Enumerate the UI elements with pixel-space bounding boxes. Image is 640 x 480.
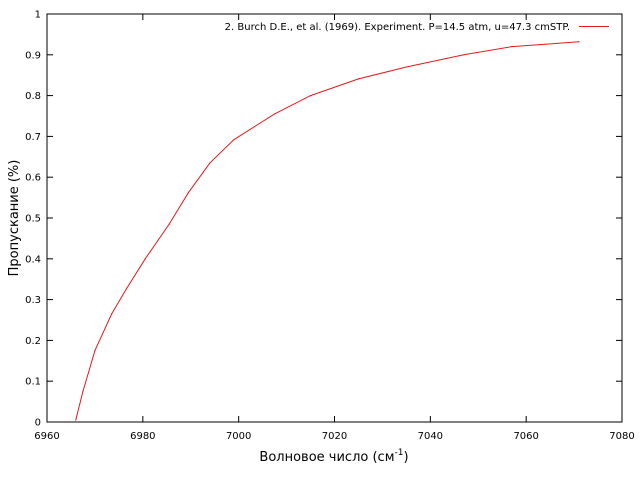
y-tick-label: 1 <box>35 10 41 21</box>
y-axis-title: Пропускание (%) <box>7 160 22 277</box>
x-tick-label: 7040 <box>418 431 443 442</box>
y-tick-label: 0.8 <box>25 91 41 102</box>
data-point <box>544 43 546 45</box>
x-tick-label: 7000 <box>226 431 251 442</box>
data-point <box>82 390 84 392</box>
data-point <box>168 223 170 225</box>
data-point <box>405 66 407 68</box>
data-point <box>111 313 113 315</box>
data-point <box>187 192 189 194</box>
x-axis-title: Волновое число (см-1) <box>259 448 408 465</box>
x-tick-label: 7080 <box>609 431 634 442</box>
data-point <box>209 162 211 164</box>
series-line <box>75 41 579 421</box>
x-tick-label: 7060 <box>513 431 538 442</box>
data-point <box>75 419 77 421</box>
data-point <box>309 95 312 97</box>
x-tick-label: 6960 <box>34 431 59 442</box>
x-tick-label: 6980 <box>130 431 155 442</box>
data-point <box>125 288 127 290</box>
y-tick-label: 0.6 <box>25 173 41 184</box>
data-point <box>274 113 276 115</box>
legend-label: 2. Burch D.E., et al. (1969). Experiment… <box>225 22 570 33</box>
y-tick-label: 0.1 <box>25 377 41 388</box>
axis-ticks <box>46 13 623 423</box>
data-point <box>144 258 146 260</box>
y-tick-label: 0.4 <box>25 254 41 265</box>
plot-frame <box>46 13 623 423</box>
y-tick-label: 0.7 <box>25 132 41 143</box>
series-lines <box>75 41 580 421</box>
data-point <box>578 41 580 43</box>
legend: 2. Burch D.E., et al. (1969). Experiment… <box>225 22 609 33</box>
data-point <box>94 350 96 352</box>
y-tick-label: 0.5 <box>25 214 41 225</box>
data-point <box>357 78 360 80</box>
data-point <box>233 139 235 141</box>
x-tick-label: 7020 <box>322 431 347 442</box>
data-point <box>511 46 513 48</box>
y-tick-label: 0.3 <box>25 295 41 306</box>
data-point <box>463 54 465 56</box>
tick-labels: 6960 6980 7000 7020 7040 7060 7080 0 0.1 0.2 0.3 0.… <box>25 10 635 443</box>
y-tick-label: 0.2 <box>25 336 41 347</box>
y-tick-label: 0.9 <box>25 50 41 61</box>
y-tick-label: 0 <box>35 418 41 429</box>
